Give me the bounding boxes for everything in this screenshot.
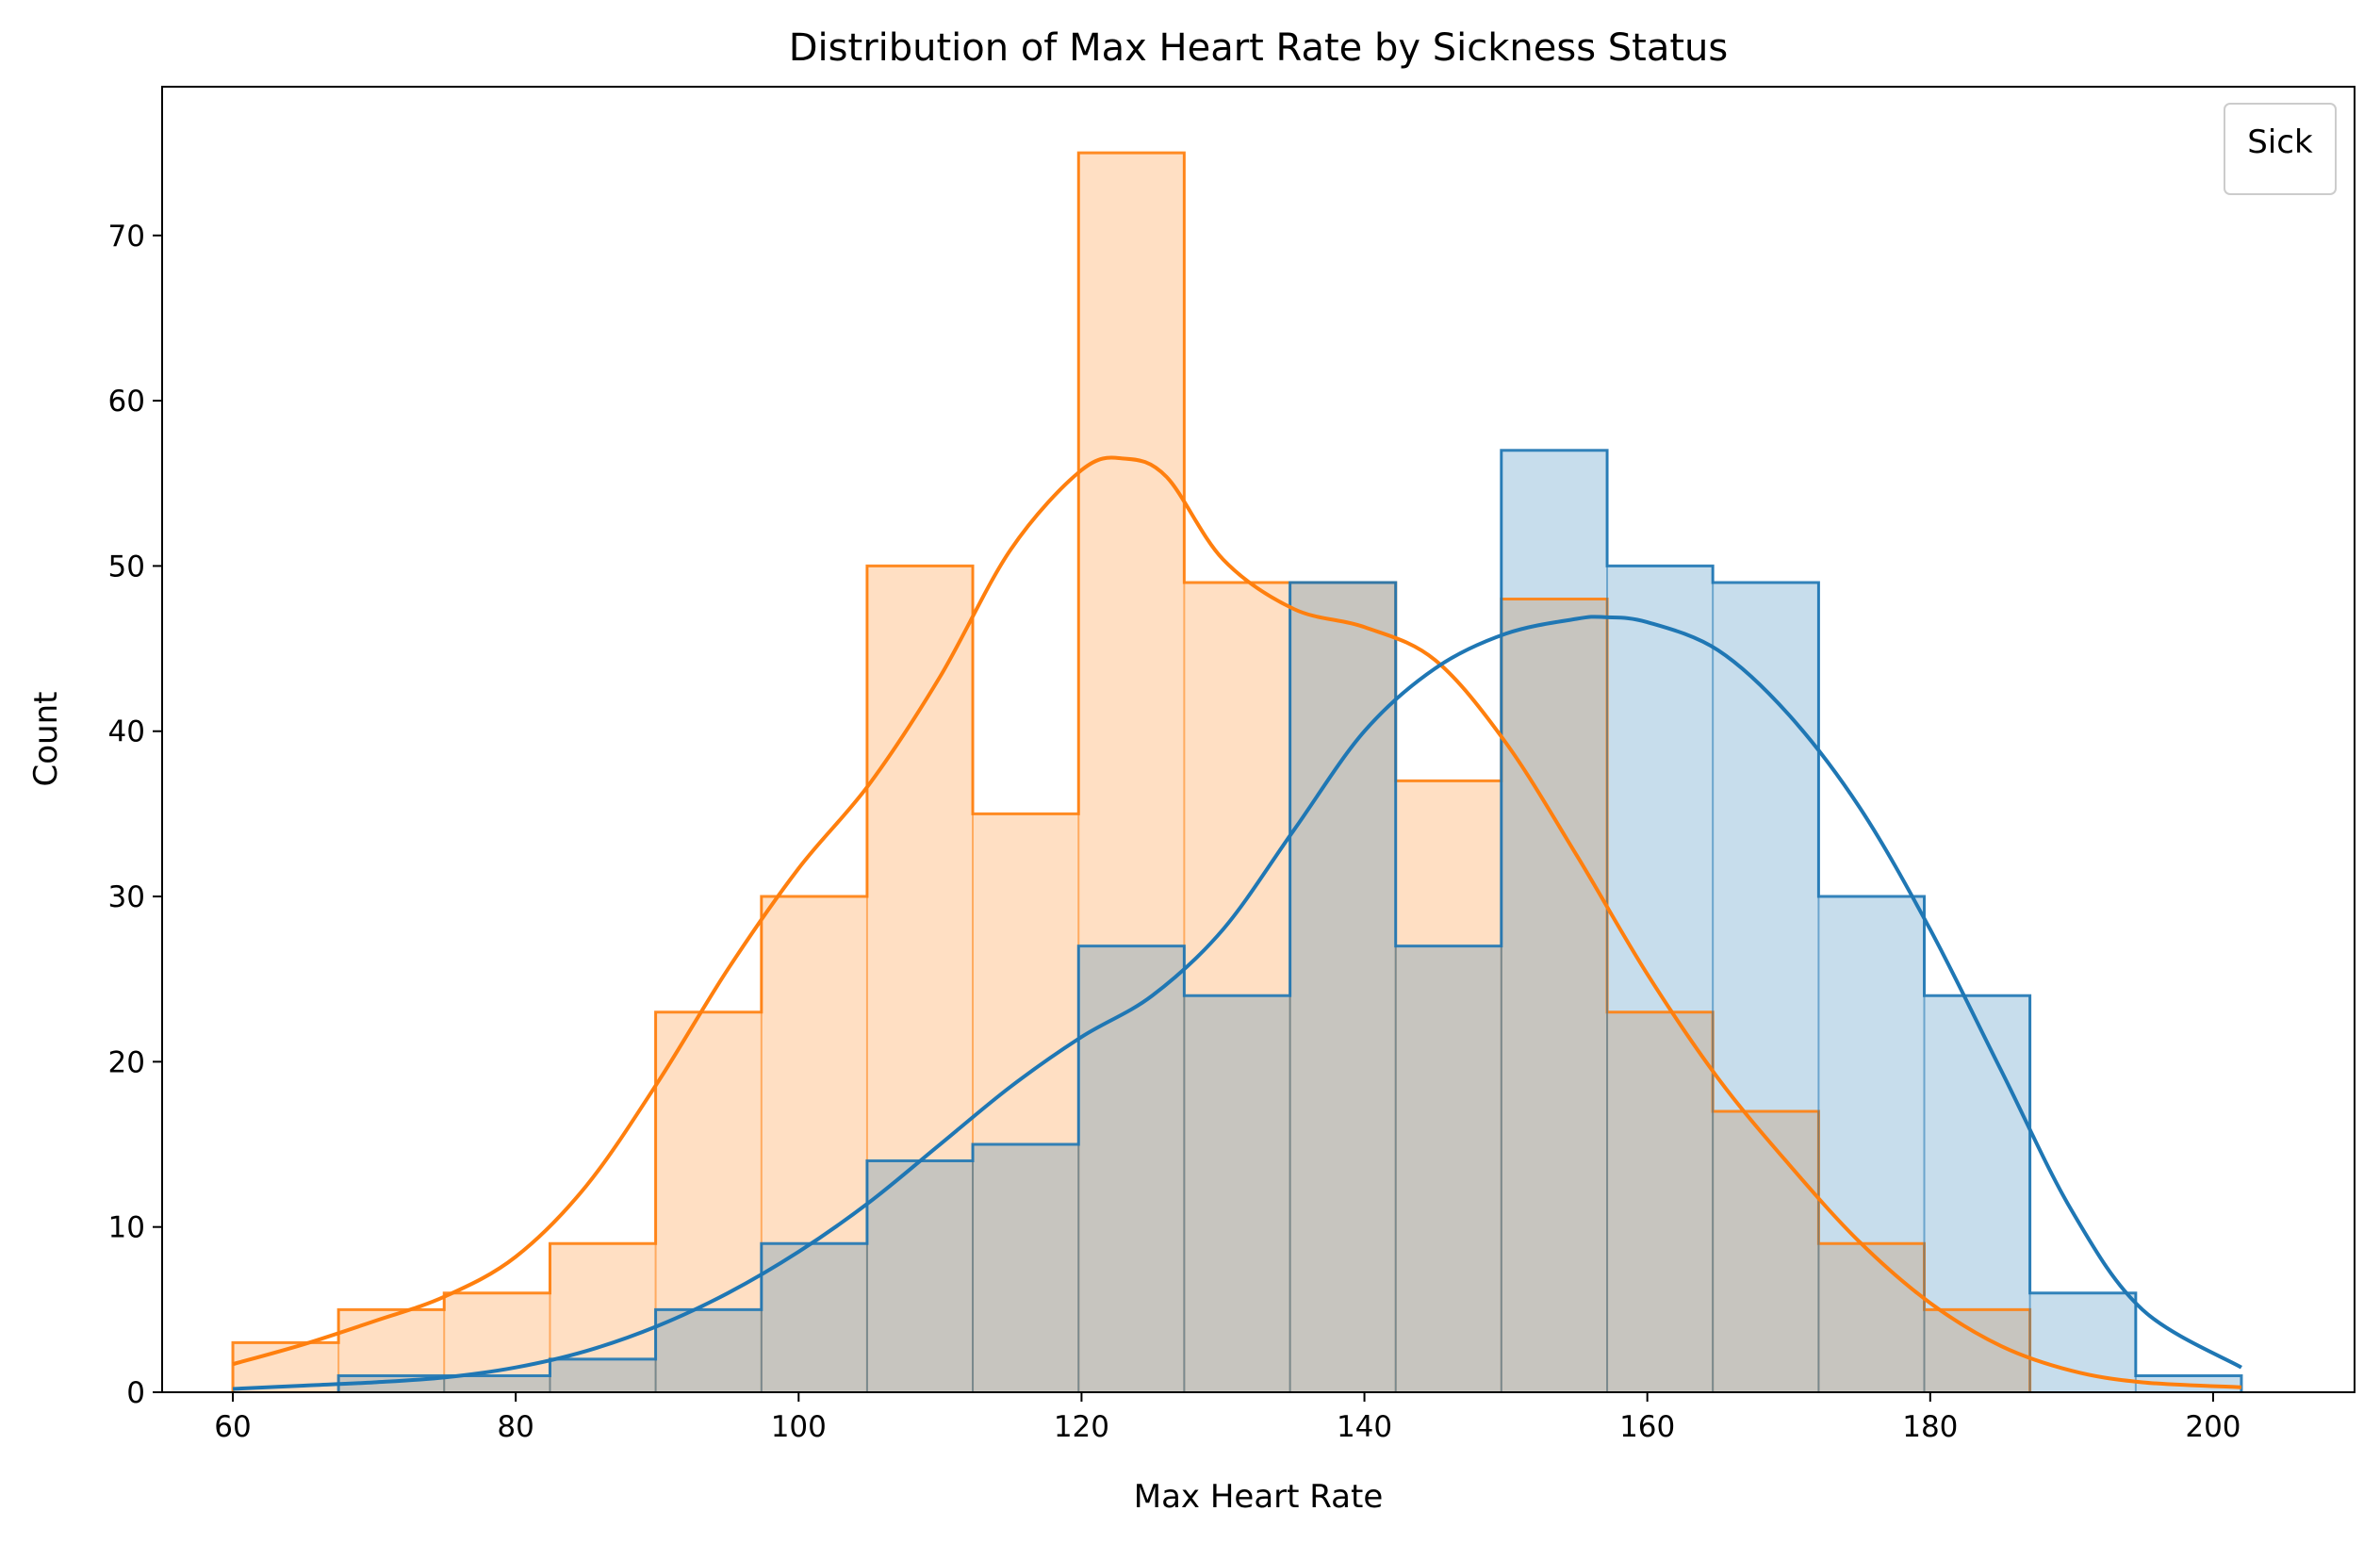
histogram-bar — [1607, 566, 1714, 1392]
x-tick-label: 80 — [497, 1410, 533, 1444]
kde-curve — [232, 615, 2242, 1391]
histogram-bar — [1607, 1011, 1714, 1392]
x-tick-label: 120 — [1054, 1410, 1109, 1444]
x-tick-label: 180 — [1902, 1410, 1958, 1444]
histogram-bar — [1713, 582, 1819, 1392]
histogram-bar — [655, 1011, 762, 1392]
y-tick-label: 30 — [108, 880, 145, 914]
x-tick-label: 200 — [2185, 1410, 2240, 1444]
histogram-bar — [2029, 1292, 2136, 1392]
histogram-bar — [1289, 582, 1396, 1392]
histogram-bar — [1818, 896, 1925, 1392]
legend-title: Sick — [2247, 123, 2313, 161]
y-tick-label: 40 — [108, 715, 145, 749]
histogram-bar — [973, 1144, 1079, 1392]
histogram-bar — [866, 1160, 974, 1392]
histogram-bar — [866, 566, 974, 1392]
x-tick-label: 160 — [1619, 1410, 1675, 1444]
y-axis-label: Count — [27, 692, 65, 787]
plot-frame — [161, 86, 2355, 1393]
y-tick-label: 60 — [108, 385, 145, 419]
x-axis: 60 80 100 120 140 160 180 200 — [214, 1392, 2241, 1444]
kde-lines — [232, 455, 2242, 1391]
series-outlines — [231, 151, 2243, 1392]
x-axis-label: Max Heart Rate — [1134, 1478, 1384, 1516]
histogram-bar — [550, 1243, 656, 1392]
y-tick-label: 20 — [108, 1045, 145, 1079]
histogram-bar — [655, 1309, 762, 1392]
y-tick-label: 70 — [108, 220, 145, 254]
plot-area — [161, 86, 2355, 1393]
x-tick-label: 100 — [771, 1410, 827, 1444]
histogram-bar — [1184, 995, 1290, 1392]
histogram-bar — [1078, 153, 1185, 1392]
series-fills — [233, 153, 2241, 1393]
y-axis: 0 10 20 30 40 50 60 70 — [108, 220, 162, 1410]
histogram-bar — [550, 1358, 656, 1392]
x-tick-label: 60 — [214, 1410, 251, 1444]
histogram-bar — [1818, 1243, 1925, 1392]
legend-box — [2224, 103, 2337, 195]
x-tick-label: 140 — [1337, 1410, 1392, 1444]
kde-curve — [232, 455, 2242, 1389]
y-tick-label: 10 — [108, 1211, 145, 1245]
histogram-bar — [1501, 450, 1608, 1393]
histogram-bar — [761, 896, 867, 1392]
histogram-bar — [1501, 599, 1608, 1392]
chart-title: Distribution of Max Heart Rate by Sickne… — [789, 26, 1728, 70]
y-tick-label: 0 — [126, 1376, 145, 1410]
histogram-bar — [1395, 945, 1502, 1392]
histogram-bar — [1078, 945, 1185, 1392]
histogram-bar — [444, 1375, 550, 1392]
legend: Sick — [2224, 103, 2337, 195]
histogram-bar — [1395, 780, 1502, 1392]
histogram-bar — [1713, 1110, 1819, 1392]
histogram-bar — [1924, 995, 2030, 1392]
histogram-bar — [1184, 582, 1290, 1392]
y-tick-label: 50 — [108, 550, 145, 583]
histogram-bar — [761, 1243, 867, 1392]
